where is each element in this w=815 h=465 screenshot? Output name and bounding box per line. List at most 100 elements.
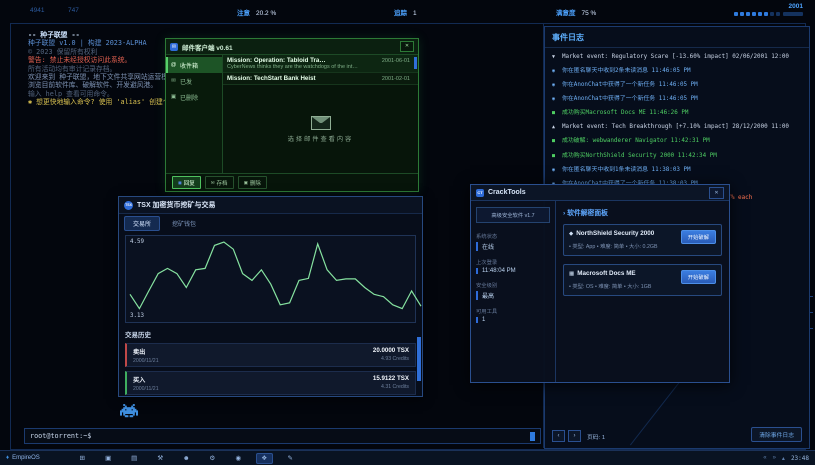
taskbar-app-icon[interactable]: ❖ xyxy=(255,452,273,464)
cracktools-close-button[interactable]: ✕ xyxy=(709,186,724,199)
tray-icon-2[interactable]: » xyxy=(772,455,776,461)
tsx-title-bar[interactable]: TSX TSX 加密货币挖矿与交易 xyxy=(119,197,422,214)
os-logo-icon: ♦ xyxy=(6,455,10,461)
event-icon: ◉ xyxy=(552,96,556,103)
event-icon: ◉ xyxy=(552,82,556,89)
top-status-bar: 4941 747 注意 20.2 % 追踪 1 满意度 75 % 2001 xyxy=(0,0,815,22)
taskbar-clock: 23:48 xyxy=(790,454,809,462)
cracktools-title-bar[interactable]: CT CrackTools ✕ xyxy=(471,185,729,201)
mail-action-button[interactable]: ✉ 存档 xyxy=(204,176,234,189)
invader-icon xyxy=(120,404,122,406)
cracktools-main: › 软件解密面板 ◆ NorthShield Security 2000 • 类… xyxy=(556,201,729,382)
mail-scrollbar[interactable] xyxy=(414,57,417,69)
tsx-tab[interactable]: 挖矿钱包 xyxy=(172,222,197,228)
trade-amount: 15.9122 TSX xyxy=(372,375,409,382)
mail-date: 2001-06-01 xyxy=(381,58,410,64)
mail-message-list: Mission: Operation: Tabloid Tra… 2001-06… xyxy=(223,55,418,85)
year-label: 2001 xyxy=(788,3,803,10)
stat-value: 11:48:04 PM xyxy=(476,268,550,274)
software-icon: ◆ xyxy=(569,230,574,237)
year-progress-bar xyxy=(783,12,803,16)
event-text: 你在AnonChat中获得了一个新任务 11:38:03 PM xyxy=(562,181,698,188)
edge-decoration xyxy=(807,296,813,344)
mail-message-row[interactable]: Mission: Operation: Tabloid Tra… 2001-06… xyxy=(223,55,418,73)
software-name: Macrosoft Docs ME xyxy=(577,270,636,277)
tsx-window-title: TSX 加密货币挖矿与交易 xyxy=(137,202,216,209)
trade-credits: 4.93 Credits xyxy=(381,356,409,362)
panel-decoration-line xyxy=(629,381,681,446)
clear-log-button[interactable]: 清除事件日志 xyxy=(751,427,802,442)
price-chart: 4.59 3.13 xyxy=(125,235,422,323)
next-page-button[interactable]: › xyxy=(568,430,581,442)
decrypt-panel-title: › 软件解密面板 xyxy=(563,210,608,217)
terminal-intro: -- 种子联盟 -- 种子联盟 v1.0 | 构建 2023-ALPHA © 202… xyxy=(28,31,448,107)
taskbar-app-icon[interactable]: ◉ xyxy=(235,455,242,462)
event-log-entry: ▲ Market event: Tech Breakthrough [+7.10… xyxy=(552,124,802,131)
start-crack-button[interactable]: 开始破解 xyxy=(680,270,716,284)
terminal-intro-line: 浏览目前软件库、破解软件、开发避风港。 xyxy=(28,81,158,90)
folder-label: 收件箱 xyxy=(180,63,199,70)
tray-icon-3[interactable]: ▴ xyxy=(781,455,785,462)
event-icon: ◉ xyxy=(552,68,556,75)
event-log-entry: ■ 成功购买Macrosoft Docs ME 11:46:26 PM xyxy=(552,110,802,117)
mail-folder-item[interactable]: ✉ 已发 xyxy=(166,73,222,89)
trade-date: 2000/11/21 xyxy=(133,386,159,392)
start-crack-button[interactable]: 开始破解 xyxy=(680,230,716,244)
event-log-entry: ◉ 你在AnonChat中获得了一个新任务 11:38:03 PM xyxy=(552,181,802,188)
terminal-input-bar[interactable]: root@torrent:~$ xyxy=(24,428,541,444)
stat-label: 上次登录 xyxy=(476,260,498,266)
event-log-entry: ◉ 你在匿名聊天中收到2条未读消息 11:46:05 PM xyxy=(552,68,802,75)
mail-action-button[interactable]: ▣ 删除 xyxy=(237,176,267,189)
cracktools-window-title: CrackTools xyxy=(488,189,526,196)
trade-row: 买入 2000/11/21 15.9122 TSX 4.31 Credits xyxy=(125,371,416,395)
taskbar-app-icon[interactable]: ⚙ xyxy=(209,455,216,462)
trade-row: 卖出 2000/11/21 20.0000 TSX 4.93 Credits xyxy=(125,343,416,367)
event-icon: ◉ xyxy=(552,166,556,173)
folder-icon: @ xyxy=(170,62,177,68)
event-log-entry: ◉ 你在匿名聊天中收到1条未读消息 11:38:03 PM xyxy=(552,167,802,174)
terminal-intro-line: 欢迎来到 种子联盟，地下文件共享网站运营模拟。 xyxy=(28,73,182,82)
tsx-tab[interactable]: 交易所 xyxy=(124,216,161,231)
stat-label: 安全级别 xyxy=(476,283,498,289)
mail-button-icon: ▣ xyxy=(243,179,248,185)
event-icon: ■ xyxy=(552,152,556,159)
tray-icon-1[interactable]: « xyxy=(763,455,767,461)
mail-action-button[interactable]: ◼ 回复 xyxy=(172,176,201,189)
trace-stat: 追踪 1 xyxy=(394,10,417,17)
prev-page-button[interactable]: ‹ xyxy=(552,430,565,442)
event-icon: ▲ xyxy=(552,124,556,131)
os-brand[interactable]: ♦ EmpireOS xyxy=(6,455,40,461)
software-meta: • 类型: OS • 难度: 简单 • 大小: 1GB xyxy=(569,284,652,290)
mail-message-row[interactable]: Mission: TechStart Bank Heist 2001-02-01 xyxy=(223,73,418,85)
event-text: 你在匿名聊天中收到1条未读消息 11:38:03 PM xyxy=(562,166,691,173)
taskbar-app-icon[interactable]: ⊞ xyxy=(79,455,85,462)
trade-date: 2000/11/21 xyxy=(133,358,159,364)
taskbar-app-icon[interactable]: ☻ xyxy=(182,454,190,462)
stat-value: 在线 xyxy=(476,242,550,251)
taskbar-app-icon[interactable]: ▣ xyxy=(105,455,112,462)
event-icon: ■ xyxy=(552,110,556,117)
mail-date: 2001-02-01 xyxy=(381,76,410,82)
event-text: 成功破解: webwanderer Navigator 11:42:31 PM xyxy=(562,138,710,145)
year-indicator: 2001 xyxy=(732,3,803,16)
mood-stat: 满意度 75 % xyxy=(556,10,597,17)
event-log-entry: ■ 成功破解: webwanderer Navigator 11:42:31 P… xyxy=(552,138,802,145)
mail-close-button[interactable]: ✕ xyxy=(400,41,414,52)
taskbar-app-icon[interactable]: ✎ xyxy=(287,455,293,462)
taskbar-app-icon[interactable]: ▤ xyxy=(131,455,138,462)
event-icon: ◉ xyxy=(552,181,558,188)
terminal-intro-line: 种子联盟 v1.0 | 构建 2023-ALPHA xyxy=(28,39,147,48)
mail-folder-item[interactable]: ▣ 已删除 xyxy=(166,89,222,105)
event-text: 成功购买Macrosoft Docs ME 11:46:26 PM xyxy=(562,110,689,117)
trade-list: 卖出 2000/11/21 20.0000 TSX 4.93 Credits 买… xyxy=(125,343,416,395)
mail-title-bar[interactable]: ✉ 邮件客户端 v0.61 ✕ xyxy=(166,39,418,55)
mail-folder-item[interactable]: @ 收件箱 xyxy=(166,57,222,73)
event-pagination: ‹ › 页码: 1 xyxy=(552,430,605,442)
software-card: ◆ NorthShield Security 2000 • 类型: App • … xyxy=(563,224,722,256)
event-log-entry: ◉ 你在AnonChat中获得了一个新任务 11:46:05 PM xyxy=(552,82,802,89)
tsx-scrollbar[interactable] xyxy=(417,337,421,381)
taskbar: ♦ EmpireOS ⊞ ▣ ▤ ⚒ ☻ ⚙ ◉ ❖ ✎ « » ▴ 23:48 xyxy=(0,450,815,465)
event-log-entry: ■ 成功购买NorthShield Security 2000 11:42:34… xyxy=(552,153,802,160)
software-name: NorthShield Security 2000 xyxy=(576,230,655,237)
taskbar-app-icon[interactable]: ⚒ xyxy=(157,455,164,462)
